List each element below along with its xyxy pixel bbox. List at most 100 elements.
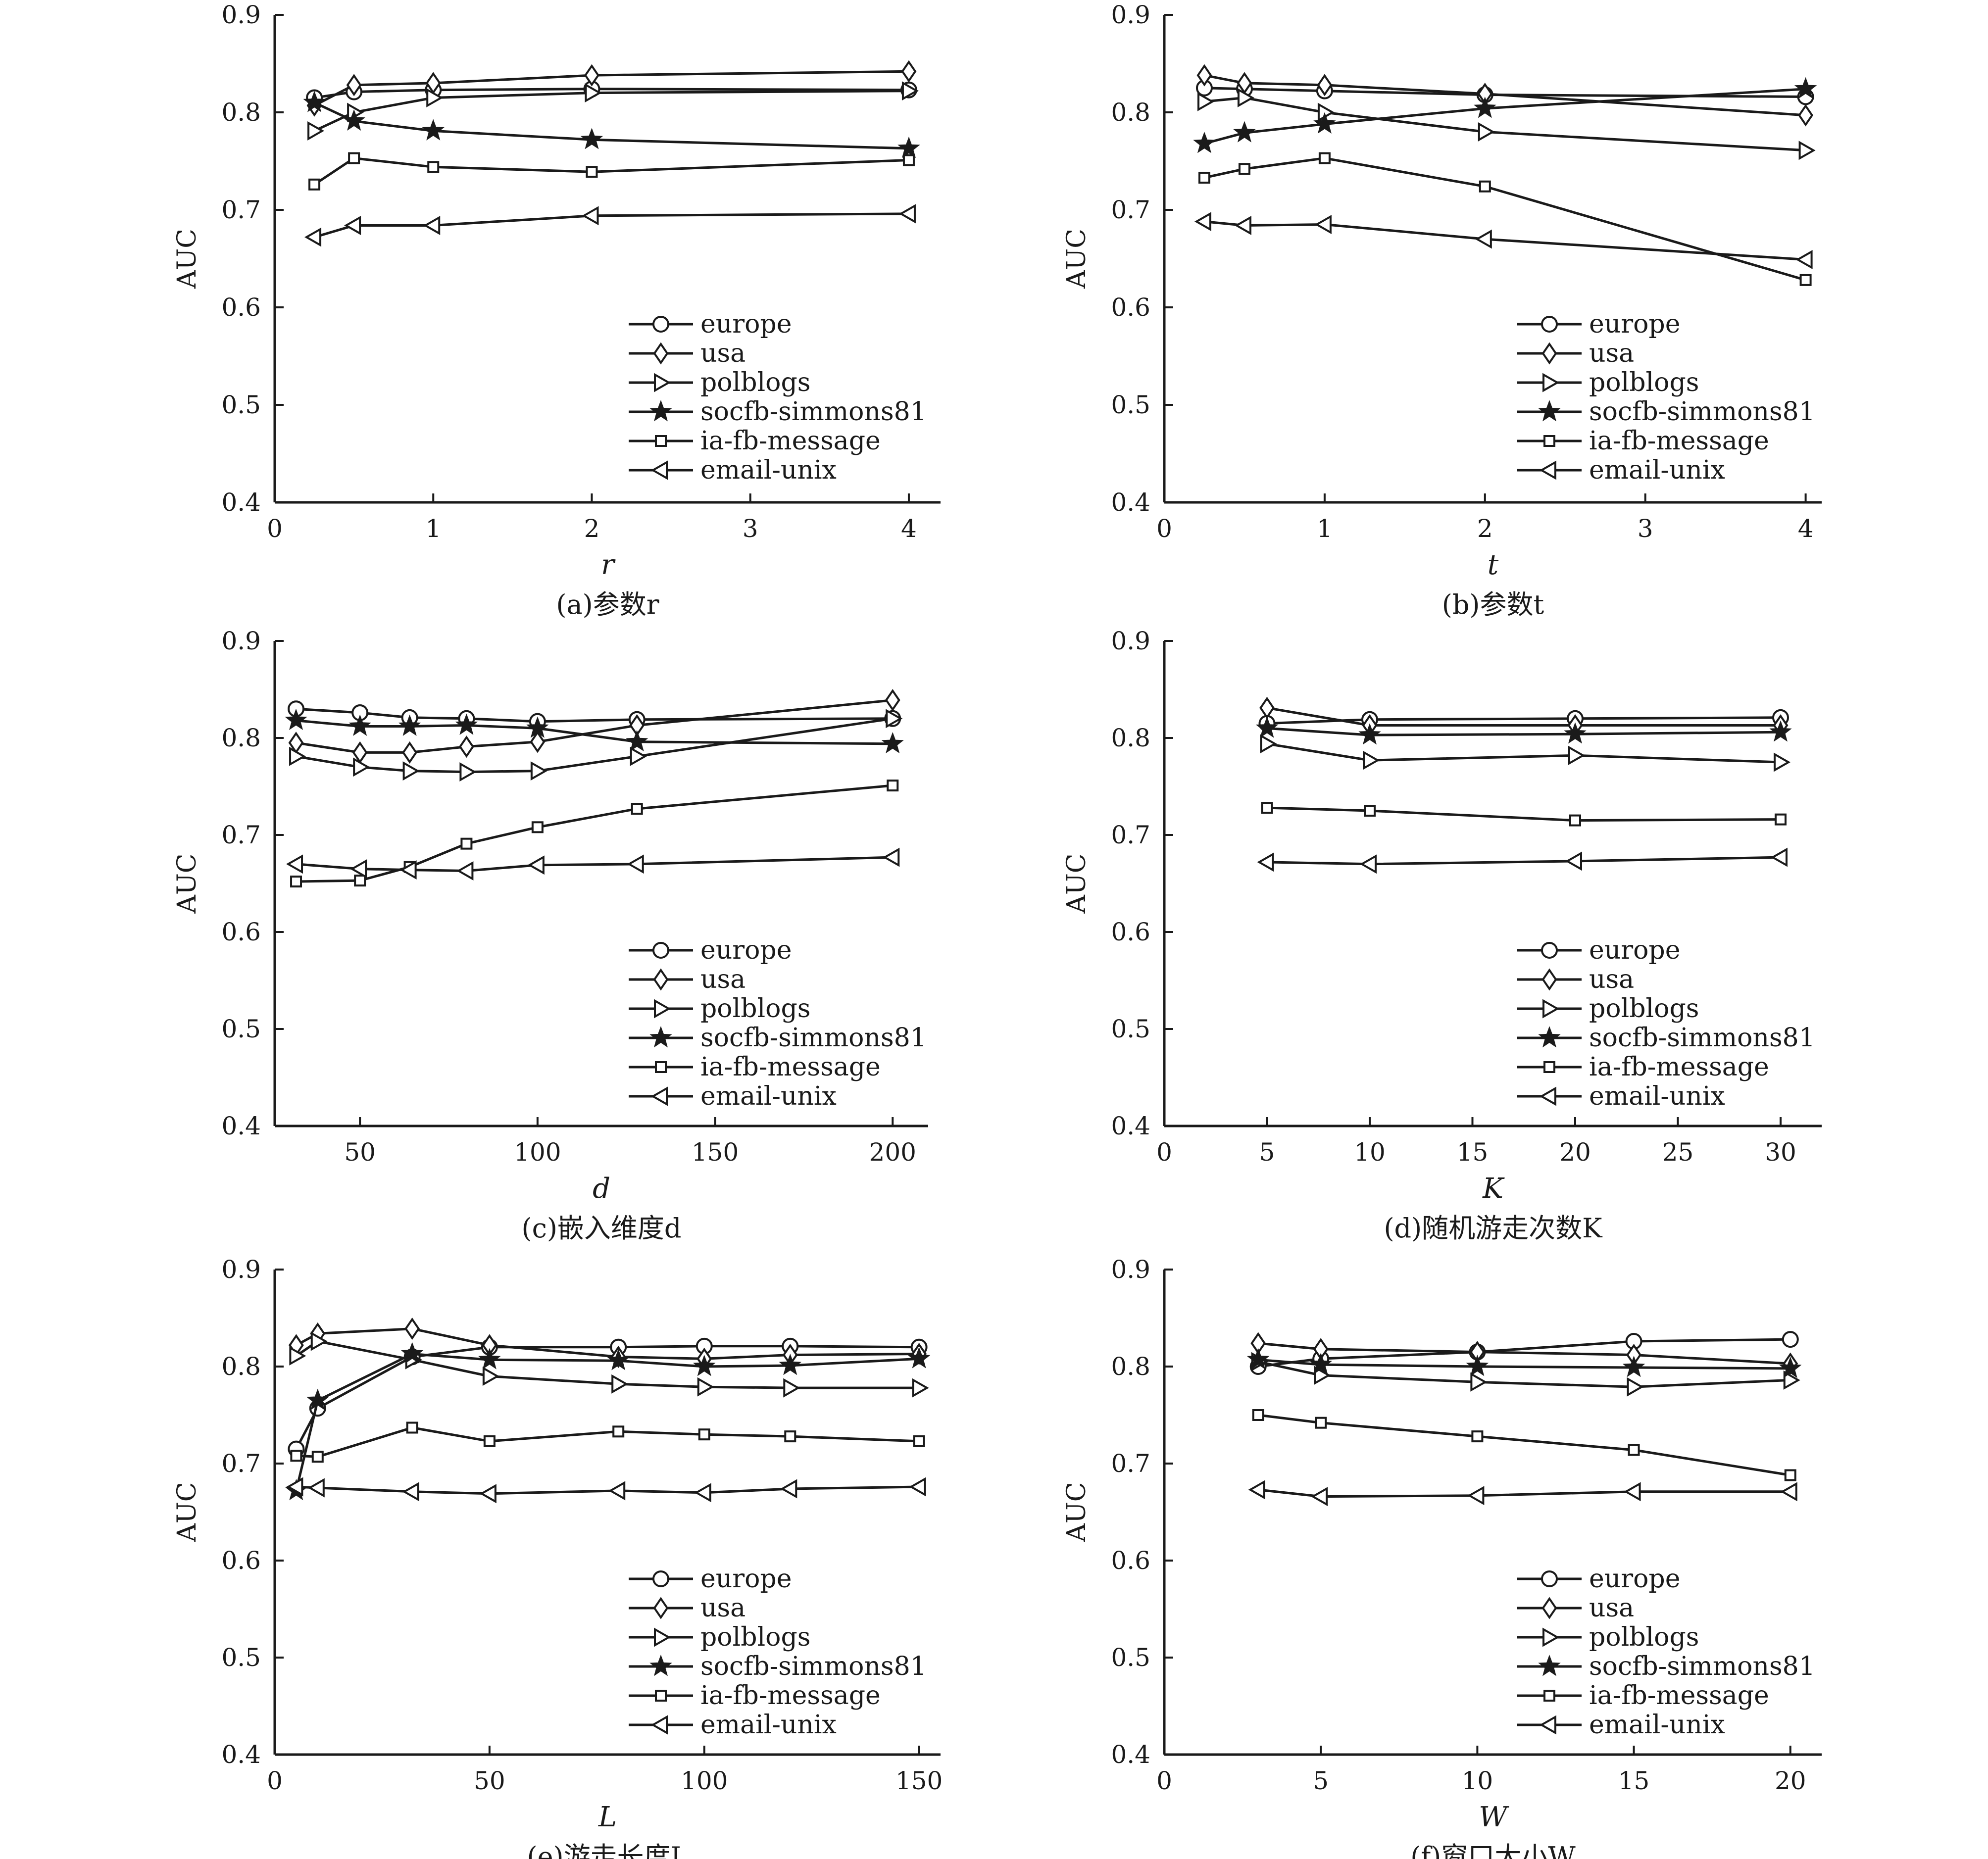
data-point-socfb-simmons81: [1564, 722, 1587, 744]
legend-label-usa: usa: [700, 965, 746, 994]
data-point-ia-fb-message: [1261, 802, 1273, 814]
x-tick-label: 10: [1462, 1766, 1493, 1795]
x-tick-label: 150: [692, 1138, 739, 1167]
y-tick-label: 0.8: [1111, 724, 1150, 752]
data-point-polblogs: [783, 1378, 800, 1398]
star-marker-icon: [1538, 1026, 1561, 1048]
square-marker-icon: [1543, 1690, 1555, 1702]
triangle-right-marker-icon: [1542, 373, 1560, 392]
data-point-socfb-simmons81: [626, 730, 648, 752]
panel-caption: (c)嵌入维度d: [522, 1213, 682, 1244]
data-point-ia-fb-message: [290, 1450, 302, 1462]
y-tick-label: 0.8: [221, 1352, 261, 1381]
panel-caption: (f)窗口大小W: [1410, 1841, 1576, 1859]
series-line-ia-fb-message: [296, 784, 893, 883]
x-tick-label: 150: [895, 1766, 943, 1795]
data-point-polblogs: [1470, 1372, 1488, 1392]
y-tick-label: 0.6: [1111, 1546, 1150, 1575]
circle-marker-icon: [1541, 316, 1558, 333]
triangle-left-marker-icon: [650, 1715, 668, 1735]
chart-panel-6: 0.4 0.5 0.6 0.7 0.8 0.9 0 5 10 15 20 W AUC (f)窗口大小W eu…: [1062, 1255, 1822, 1859]
legend-label-socfb-simmons81: socfb-simmons81: [1589, 1652, 1815, 1681]
data-point-ia-fb-message: [1569, 814, 1581, 827]
x-tick-label: 20: [1775, 1766, 1806, 1795]
legend-label-ia-fb-message: ia-fb-message: [1589, 1052, 1769, 1082]
data-point-email-unix: [1475, 229, 1492, 249]
legend-label-usa: usa: [1589, 1593, 1634, 1623]
data-point-ia-fb-message: [483, 1435, 496, 1447]
legend-label-ia-fb-message: ia-fb-message: [1589, 1681, 1769, 1711]
diamond-marker-icon: [1541, 968, 1557, 991]
data-point-email-unix: [1467, 1486, 1485, 1506]
data-point-polblogs: [901, 81, 919, 101]
diamond-marker-icon: [1541, 342, 1557, 365]
data-point-email-unix: [423, 216, 441, 235]
data-point-email-unix: [350, 859, 367, 879]
data-point-usa: [346, 74, 362, 97]
legend-label-europe: europe: [1589, 309, 1681, 339]
data-point-usa: [1259, 696, 1275, 719]
data-point-socfb-simmons81: [1769, 720, 1792, 742]
data-point-usa: [530, 731, 546, 753]
legend-label-ia-fb-message: ia-fb-message: [1589, 426, 1769, 456]
x-tick-label: 5: [1259, 1138, 1275, 1167]
data-point-polblogs: [697, 1377, 714, 1397]
data-point-email-unix: [456, 861, 474, 881]
data-point-polblogs: [1627, 1377, 1644, 1397]
data-point-email-unix: [307, 1478, 325, 1498]
data-point-ia-fb-message: [1479, 180, 1491, 193]
panel-caption: (d)随机游走次数K: [1384, 1213, 1603, 1244]
legend-label-polblogs: polblogs: [700, 1622, 810, 1652]
y-tick-label: 0.4: [1111, 488, 1150, 517]
data-point-polblogs: [459, 762, 477, 782]
data-point-socfb-simmons81: [580, 128, 603, 149]
data-point-ia-fb-message: [354, 875, 366, 887]
data-point-email-unix: [344, 216, 361, 235]
triangle-right-marker-icon: [654, 373, 671, 392]
x-tick-label: 100: [681, 1766, 728, 1795]
data-point-polblogs: [402, 761, 420, 781]
data-point-email-unix: [479, 1484, 497, 1504]
data-point-ia-fb-message: [1318, 152, 1331, 164]
series-line-polblogs: [314, 90, 909, 132]
circle-marker-icon: [1541, 942, 1558, 959]
data-point-ia-fb-message: [311, 1451, 324, 1463]
series-line-email-unix: [314, 212, 909, 239]
data-point-usa: [1317, 74, 1333, 97]
x-tick-label: 10: [1354, 1138, 1386, 1167]
data-point-usa: [404, 1318, 420, 1340]
data-point-polblogs: [912, 1378, 929, 1398]
legend-label-europe: europe: [1589, 1564, 1681, 1594]
data-point-ia-fb-message: [348, 152, 360, 164]
data-point-email-unix: [304, 227, 322, 247]
data-point-email-unix: [1770, 847, 1788, 867]
legend: europeusapolblogssocfb-simmons81ia-fb-me…: [1517, 309, 1815, 485]
series-line-europe: [1267, 716, 1781, 725]
data-point-polblogs: [530, 761, 547, 781]
data-point-polblogs: [353, 757, 370, 777]
x-tick-label: 0: [267, 514, 283, 543]
square-marker-icon: [655, 435, 667, 447]
series-line-socfb-simmons81: [314, 101, 909, 150]
data-point-email-unix: [909, 1477, 926, 1497]
circle-marker-icon: [652, 316, 669, 333]
data-point-socfb-simmons81: [881, 732, 904, 754]
x-axis-label: t: [1488, 549, 1499, 581]
data-point-socfb-simmons81: [1233, 121, 1256, 143]
data-point-socfb-simmons81: [1309, 1353, 1332, 1374]
data-point-email-unix: [1359, 854, 1377, 874]
triangle-right-marker-icon: [654, 999, 671, 1019]
y-tick-label: 0.5: [1111, 1015, 1150, 1043]
y-tick-label: 0.9: [1111, 0, 1150, 29]
data-point-polblogs: [1478, 122, 1495, 142]
x-tick-label: 100: [514, 1138, 561, 1167]
data-point-email-unix: [1194, 212, 1211, 232]
y-tick-label: 0.4: [221, 1740, 261, 1769]
data-point-socfb-simmons81: [1794, 77, 1817, 99]
y-tick-label: 0.4: [1111, 1740, 1150, 1769]
y-tick-label: 0.5: [221, 391, 261, 419]
legend-label-polblogs: polblogs: [700, 368, 810, 397]
x-tick-label: 3: [743, 514, 758, 543]
data-point-email-unix: [608, 1481, 626, 1501]
data-point-socfb-simmons81: [1779, 1357, 1802, 1378]
